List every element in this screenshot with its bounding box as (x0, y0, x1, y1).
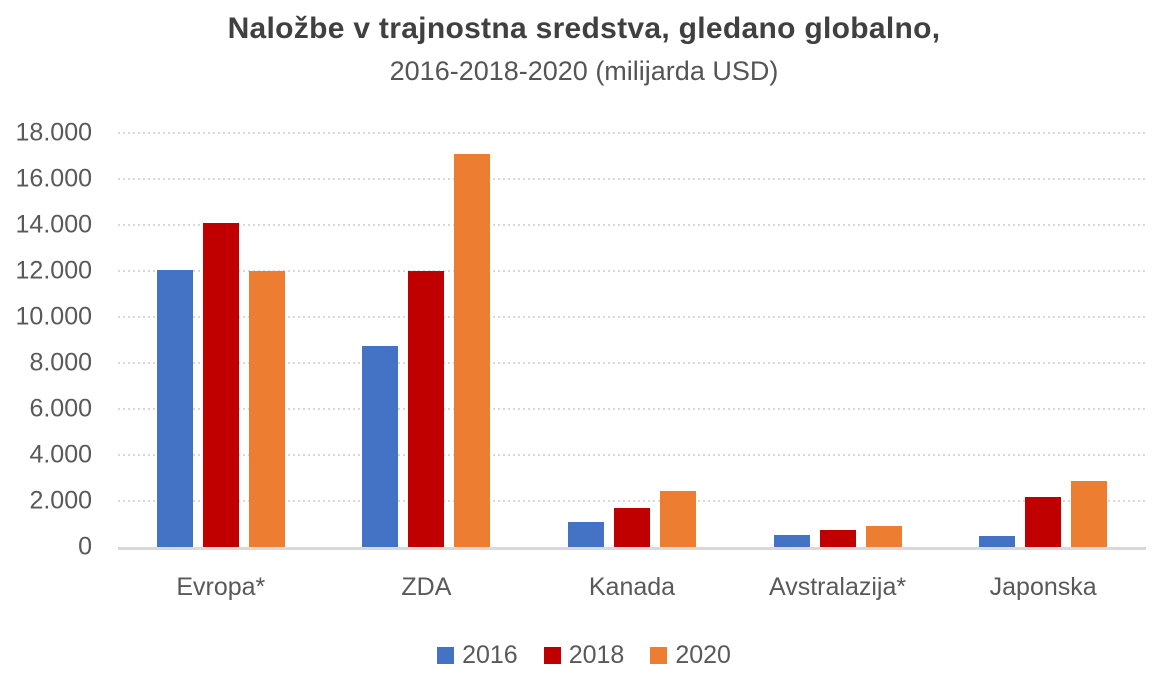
bar-group-evropa (118, 133, 324, 547)
legend-item-2020: 2020 (650, 641, 731, 670)
legend: 2016 2018 2020 (0, 641, 1168, 670)
bar-2020-avstralazija (865, 526, 902, 547)
bar-2018-avstralazija (819, 530, 856, 547)
bar-2020-zda (454, 154, 491, 547)
legend-item-2018: 2018 (543, 641, 625, 670)
gridline-6000 (118, 407, 1146, 410)
gridline-8000 (118, 362, 1146, 364)
bar-2020-evropa (248, 270, 285, 547)
bar-2018-zda (408, 271, 445, 547)
gridline-10000 (118, 316, 1146, 318)
gridline-16000 (118, 178, 1146, 180)
y-axis-tick-label-0: 0 (78, 532, 92, 561)
bar-group-avstralazija (735, 133, 941, 547)
y-axis-tick-label-4000: 4.000 (29, 440, 92, 469)
x-axis-label-japonska: Japonska (989, 573, 1097, 601)
y-axis-tick-label-16000: 16.000 (15, 164, 92, 193)
legend-item-2016: 2016 (437, 641, 518, 670)
x-axis-label-evropa: Evropa* (176, 573, 266, 601)
bar-group-zda (324, 133, 530, 547)
bar-2020-kanada (659, 491, 696, 547)
bar-2016-zda (362, 346, 399, 547)
gridline-2000 (118, 500, 1146, 502)
bar-2020-japonska (1071, 480, 1108, 547)
bar-group-japonska (940, 133, 1146, 547)
chart-subtitle: 2016-2018-2020 (milijarda USD) (389, 56, 779, 86)
y-axis-tick-label-8000: 8.000 (29, 348, 92, 377)
bar-groups (118, 133, 1146, 547)
bar-2018-kanada (613, 507, 650, 547)
legend-label-2016: 2016 (462, 641, 518, 669)
y-axis-tick-label-10000: 10.000 (15, 302, 92, 331)
bar-2018-evropa (202, 223, 239, 547)
y-axis-tick-label-14000: 14.000 (15, 210, 92, 239)
gridline-4000 (118, 454, 1146, 456)
y-axis-tick-label-18000: 18.000 (15, 118, 92, 147)
legend-swatch-2016 (437, 647, 455, 664)
bar-2016-kanada (567, 522, 604, 547)
x-axis-label-avstralazija: Avstralazija* (769, 573, 907, 601)
x-axis-label-kanada: Kanada (588, 573, 676, 601)
x-axis-label-zda: ZDA (401, 573, 452, 601)
bar-2016-avstralazija (773, 535, 810, 547)
gridline-14000 (118, 224, 1146, 226)
y-axis-tick-label-12000: 12.000 (15, 256, 92, 285)
bar-2016-evropa (156, 270, 193, 547)
legend-label-2018: 2018 (568, 641, 625, 669)
legend-swatch-2020 (650, 647, 668, 664)
bar-group-kanada (529, 133, 735, 547)
y-axis-tick-label-2000: 2.000 (29, 486, 92, 515)
gridline-12000 (118, 269, 1146, 272)
bar-2016-japonska (979, 536, 1016, 547)
chart-title: Naložbe v trajnostna sredstva, gledano g… (227, 12, 941, 45)
plot-area (118, 132, 1146, 550)
legend-swatch-2018 (543, 647, 561, 664)
bar-2018-japonska (1025, 496, 1062, 547)
y-axis: 0 2.000 4.000 6.000 8.000 10.000 12.000 14.000 1… (0, 119, 92, 561)
legend-label-2020: 2020 (675, 641, 731, 669)
x-axis: Evropa* ZDA Kanada Avstralazija* Japonska (118, 573, 1146, 602)
y-axis-tick-label-6000: 6.000 (29, 394, 92, 423)
gridline-18000 (118, 132, 1146, 134)
